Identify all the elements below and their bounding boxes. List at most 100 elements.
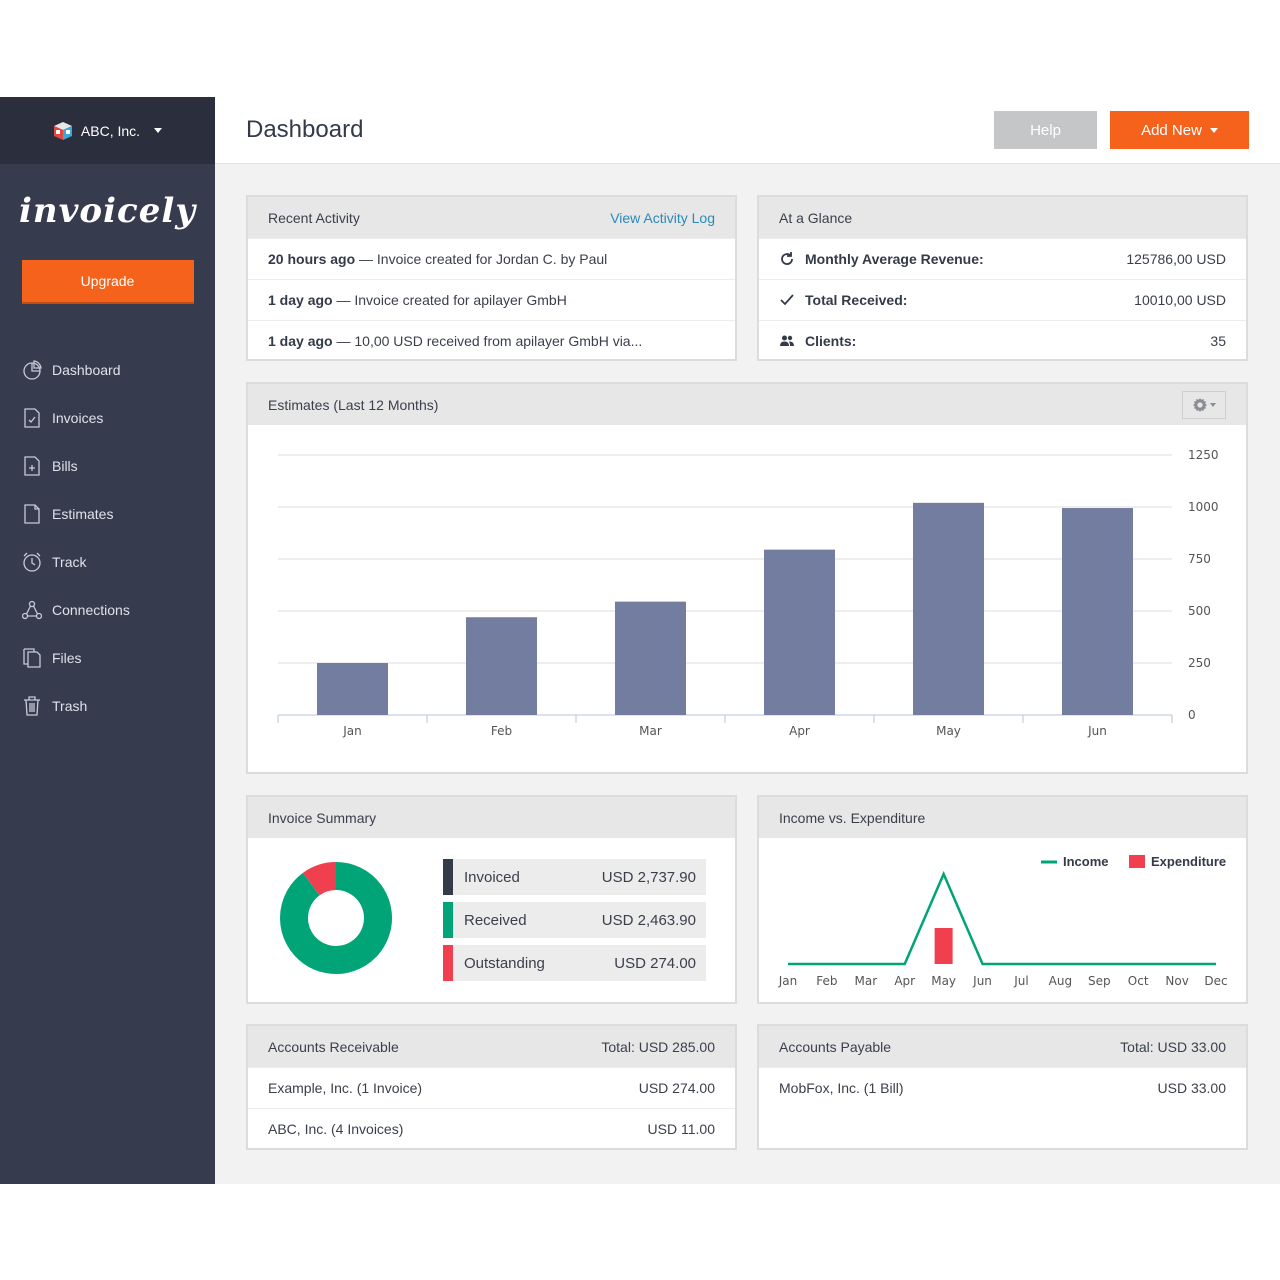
users-icon	[780, 335, 794, 346]
panel-title: At a Glance	[779, 209, 853, 226]
glance-label-text: Clients:	[805, 333, 857, 349]
y-tick-label: 0	[1188, 708, 1196, 722]
panel-title: Estimates (Last 12 Months)	[268, 396, 439, 413]
sidebar-item-label: Dashboard	[52, 362, 121, 378]
pie-chart-icon	[23, 360, 42, 380]
receivable-client: ABC, Inc. (4 Invoices)	[268, 1121, 404, 1137]
y-tick-label: 750	[1188, 552, 1211, 566]
activity-item: 1 day ago — 10,00 USD received from apil…	[248, 320, 735, 361]
glance-label: Total Received:	[779, 292, 907, 308]
panel-header: Invoice Summary	[248, 797, 735, 838]
summary-color-bar	[443, 859, 453, 895]
panel-header: Accounts Payable Total: USD 33.00	[759, 1026, 1246, 1067]
x-tick-label: Feb	[816, 974, 837, 988]
company-name: ABC, Inc.	[80, 122, 141, 139]
x-tick-label: Mar	[854, 974, 877, 988]
sidebar-item-estimates[interactable]: Estimates	[0, 490, 215, 538]
sidebar-item-label: Trash	[52, 698, 88, 714]
sidebar-item-label: Connections	[52, 602, 130, 618]
panel-title: Recent Activity	[268, 209, 360, 226]
sidebar-item-dashboard[interactable]: Dashboard	[0, 346, 215, 394]
glance-row: Clients: 35	[759, 320, 1246, 361]
panel-title: Income vs. Expenditure	[779, 809, 926, 826]
x-tick-label: Nov	[1165, 974, 1188, 988]
payable-row[interactable]: MobFox, Inc. (1 Bill) USD 33.00	[759, 1067, 1246, 1108]
sidebar-item-connections[interactable]: Connections	[0, 586, 215, 634]
activity-description: — 10,00 USD received from apilayer GmbH …	[332, 333, 643, 349]
receivable-amount: USD 11.00	[647, 1121, 715, 1137]
activity-item: 1 day ago — Invoice created for apilayer…	[248, 279, 735, 320]
receivable-row[interactable]: ABC, Inc. (4 Invoices) USD 11.00	[248, 1108, 735, 1149]
sidebar-item-trash[interactable]: Trash	[0, 682, 215, 730]
income-expenditure-panel: Income vs. Expenditure Jan Feb Mar Apr May Ju…	[757, 795, 1248, 1004]
glance-label-text: Total Received:	[805, 292, 908, 308]
legend-income-label: Income	[1063, 854, 1109, 869]
x-tick-label: Jan	[342, 724, 362, 738]
panel-title: Accounts Receivable	[268, 1038, 399, 1055]
connections-icon	[22, 600, 42, 620]
activity-text: 1 day ago — Invoice created for apilayer…	[268, 292, 567, 308]
payable-total: Total: USD 33.00	[1120, 1038, 1226, 1055]
sidebar-item-invoices[interactable]: Invoices	[0, 394, 215, 442]
chart-settings-button[interactable]	[1182, 390, 1226, 419]
activity-time: 1 day ago	[268, 333, 333, 349]
top-bar: Dashboard Help Add New	[215, 97, 1280, 164]
panel-header: Estimates (Last 12 Months)	[248, 384, 1246, 425]
income-line	[788, 870, 1216, 966]
receivable-client: Example, Inc. (1 Invoice)	[268, 1080, 423, 1096]
view-activity-log-link[interactable]: View Activity Log	[610, 209, 715, 226]
sidebar-nav: Dashboard Invoices Bills Estimates Track…	[0, 346, 215, 730]
chevron-down-icon	[154, 128, 163, 133]
invoice-icon	[24, 408, 40, 428]
panel-header: Recent Activity View Activity Log	[248, 197, 735, 238]
sidebar-item-track[interactable]: Track	[0, 538, 215, 586]
sidebar-item-bills[interactable]: Bills	[0, 442, 215, 490]
receivable-row[interactable]: Example, Inc. (1 Invoice) USD 274.00	[248, 1067, 735, 1108]
gear-icon	[1192, 397, 1207, 412]
sidebar-item-files[interactable]: Files	[0, 634, 215, 682]
accounts-receivable-panel: Accounts Receivable Total: USD 285.00 Ex…	[246, 1024, 737, 1150]
glance-value: 10010,00 USD	[1134, 292, 1226, 308]
expenditure-bar	[934, 928, 953, 964]
main-content: Dashboard Help Add New Recent Activity V…	[215, 97, 1280, 1184]
donut-slice-received	[280, 862, 392, 974]
at-a-glance-panel: At a Glance Monthly Average Revenue: 125…	[757, 195, 1248, 361]
trash-icon	[24, 696, 40, 716]
panel-title: Invoice Summary	[268, 809, 377, 826]
company-switcher[interactable]: ABC, Inc.	[0, 97, 215, 164]
help-button[interactable]: Help	[994, 111, 1097, 149]
x-tick-label: Apr	[789, 724, 810, 738]
estimates-panel: Estimates (Last 12 Months) 0 250 500 750 100…	[246, 382, 1248, 774]
activity-description: — Invoice created for apilayer GmbH	[332, 292, 567, 308]
add-new-button[interactable]: Add New	[1110, 111, 1249, 149]
x-tick-label: Jul	[1013, 974, 1028, 988]
payable-amount: USD 33.00	[1157, 1080, 1226, 1096]
bar	[466, 617, 537, 715]
panel-header: Income vs. Expenditure	[759, 797, 1246, 838]
bar	[1062, 508, 1133, 715]
glance-label: Monthly Average Revenue:	[779, 251, 984, 267]
sidebar-item-label: Invoices	[52, 410, 104, 426]
bar	[317, 663, 388, 715]
accounts-payable-panel: Accounts Payable Total: USD 33.00 MobFox…	[757, 1024, 1248, 1150]
y-tick-label: 1250	[1188, 448, 1219, 462]
x-tick-label: May	[936, 724, 961, 738]
check-icon	[780, 294, 794, 306]
activity-item: 20 hours ago — Invoice created for Jorda…	[248, 238, 735, 279]
upgrade-button[interactable]: Upgrade	[21, 260, 194, 302]
x-tick-label: Jun	[1087, 724, 1107, 738]
page-title: Dashboard	[246, 116, 364, 143]
payable-vendor: MobFox, Inc. (1 Bill)	[779, 1080, 904, 1096]
glance-row: Total Received: 10010,00 USD	[759, 279, 1246, 320]
x-tick-label: Aug	[1049, 974, 1072, 988]
chevron-down-icon	[1209, 402, 1216, 407]
sidebar-item-label: Track	[52, 554, 87, 570]
summary-row-outstanding: Outstanding USD 274.00	[443, 945, 706, 981]
summary-value: USD 2,463.90	[601, 911, 696, 929]
sidebar: ABC, Inc. invoicely Upgrade Dashboard In…	[0, 97, 215, 1184]
company-cube-icon	[53, 121, 72, 140]
glance-label-text: Monthly Average Revenue:	[805, 251, 984, 267]
activity-description: — Invoice created for Jordan C. by Paul	[355, 251, 608, 267]
clock-icon	[23, 552, 41, 572]
glance-label: Clients:	[779, 333, 856, 349]
